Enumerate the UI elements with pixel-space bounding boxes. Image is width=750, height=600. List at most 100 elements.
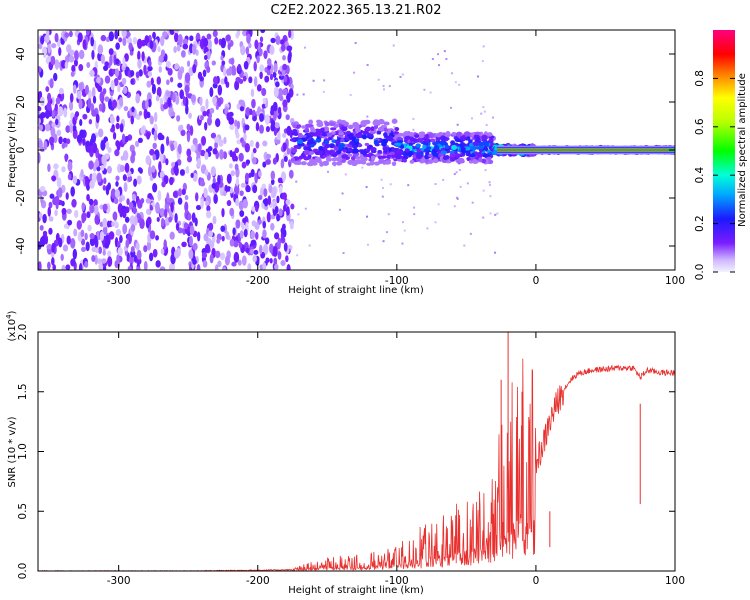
spectrogram-cell <box>442 155 449 161</box>
spectrogram-cell <box>52 264 56 270</box>
spectrogram-cell <box>84 232 88 241</box>
spectrogram-cell <box>277 106 282 115</box>
spectrogram-cell <box>219 149 224 160</box>
spectrogram-cell <box>201 252 208 259</box>
spectrogram-cell <box>123 105 129 112</box>
spectrogram-cell <box>366 115 369 118</box>
spectrogram-cell <box>281 192 287 200</box>
spectrogram-cell <box>398 133 405 137</box>
spectrogram-cell <box>429 91 432 94</box>
spectrogram-cell <box>189 235 193 247</box>
spectrogram-cell <box>47 163 51 173</box>
spectrogram-cell <box>408 132 414 137</box>
spectrogram-cell <box>89 180 95 189</box>
spectrogram-cell <box>122 37 127 47</box>
spectrogram-cell <box>471 201 474 204</box>
spectrogram-cell <box>150 77 154 86</box>
spectrogram-cell <box>173 140 178 149</box>
spectrogram-cell <box>233 251 240 263</box>
spectrogram-cell <box>259 244 263 255</box>
spectrogram-cell <box>274 205 279 214</box>
spectrogram-cell <box>126 37 133 45</box>
spectrogram-cell <box>286 264 291 270</box>
spectrogram-cell <box>222 266 227 270</box>
spectrogram-cell <box>355 138 360 142</box>
spectrogram-cell <box>444 132 451 138</box>
spectrogram-cell <box>86 30 90 36</box>
spectrogram-cell <box>231 151 237 162</box>
spectrogram-cell <box>279 39 285 45</box>
spectrogram-cell <box>125 239 130 249</box>
spectrogram-cell <box>85 175 89 187</box>
spectrogram-cell <box>262 229 267 239</box>
spectrogram-cell <box>451 72 454 75</box>
spectrogram-cell <box>338 144 345 150</box>
spectrogram-cell <box>98 246 103 254</box>
spectrogram-cell <box>129 50 134 56</box>
spectrogram-cell <box>394 127 400 132</box>
spectrogram-cell <box>237 63 242 72</box>
spectrogram-cell <box>409 149 412 152</box>
spectrogram-cell <box>384 160 392 165</box>
spectrogram-cell <box>215 250 221 259</box>
spectrogram-cell <box>145 208 150 215</box>
spectrogram-cell <box>436 53 439 56</box>
spectrogram-cell <box>200 115 204 121</box>
spectrogram-cell <box>323 146 328 151</box>
spectrogram-cell <box>378 158 385 164</box>
spectrogram-cell <box>304 207 307 210</box>
spectrogram-cell <box>204 243 211 253</box>
spectrogram-cell <box>305 123 311 128</box>
spectrogram-cell <box>276 195 280 204</box>
spectrogram-cell <box>255 141 260 149</box>
spectrogram-cell <box>454 81 457 84</box>
spectrogram-cell <box>140 126 146 135</box>
spectrogram-cell <box>201 135 207 146</box>
spectrogram-cell <box>388 85 391 88</box>
spectrogram-cell <box>441 136 446 141</box>
spectrogram-cell <box>249 248 254 255</box>
spectrogram-cell <box>58 136 63 145</box>
spectrogram-cell <box>470 145 477 151</box>
spectrogram-cell <box>281 223 286 231</box>
spectrogram-cell <box>149 252 154 262</box>
spectrogram-cell <box>188 112 192 119</box>
snr-panel: -300 -200 -100 0 100 0.0 0.5 1.0 1.5 2.0 Height o… <box>5 310 685 596</box>
spectrogram-cell <box>449 106 452 109</box>
spectrogram-cell <box>236 120 241 130</box>
spectrogram-cell <box>251 98 256 109</box>
spectrogram-cell <box>175 222 180 231</box>
spectrogram-cell <box>82 113 88 120</box>
y-tick-label: 0 <box>15 147 27 154</box>
spectrogram-cell <box>186 131 191 143</box>
spectrogram-cell <box>207 145 213 152</box>
spectrogram-cell <box>213 76 218 85</box>
spectrogram-cell <box>445 57 448 60</box>
spectrogram-cell <box>401 73 404 76</box>
spectrogram-cell <box>437 203 440 206</box>
spectrogram-cell <box>432 153 439 158</box>
spectrogram-cell <box>225 231 230 240</box>
spectrogram-cell <box>128 201 134 210</box>
spectrogram-cell <box>304 127 310 132</box>
spectrogram-cell <box>38 261 42 270</box>
spectrogram-cell <box>110 79 115 91</box>
spectrogram-cell <box>331 153 338 158</box>
spectrogram-cell <box>252 115 257 122</box>
spectrogram-cell <box>158 66 163 73</box>
spectrogram-cell <box>76 220 82 230</box>
x-tick-label: -100 <box>385 575 409 587</box>
spectrogram-cell <box>208 230 213 238</box>
spectrogram-cell <box>121 77 127 85</box>
spectrogram-cell <box>455 171 458 174</box>
spectrogram-cell <box>207 39 213 50</box>
spectrogram-cell <box>234 147 240 154</box>
spectrogram-cell <box>259 64 265 72</box>
spectrogram-cell <box>450 140 456 145</box>
spectrogram-cell <box>388 135 394 142</box>
spectrogram-cell <box>396 158 403 162</box>
spectrogram-cell <box>114 189 121 199</box>
spectrogram-cell <box>189 125 194 136</box>
spectrogram-cell <box>488 181 491 184</box>
